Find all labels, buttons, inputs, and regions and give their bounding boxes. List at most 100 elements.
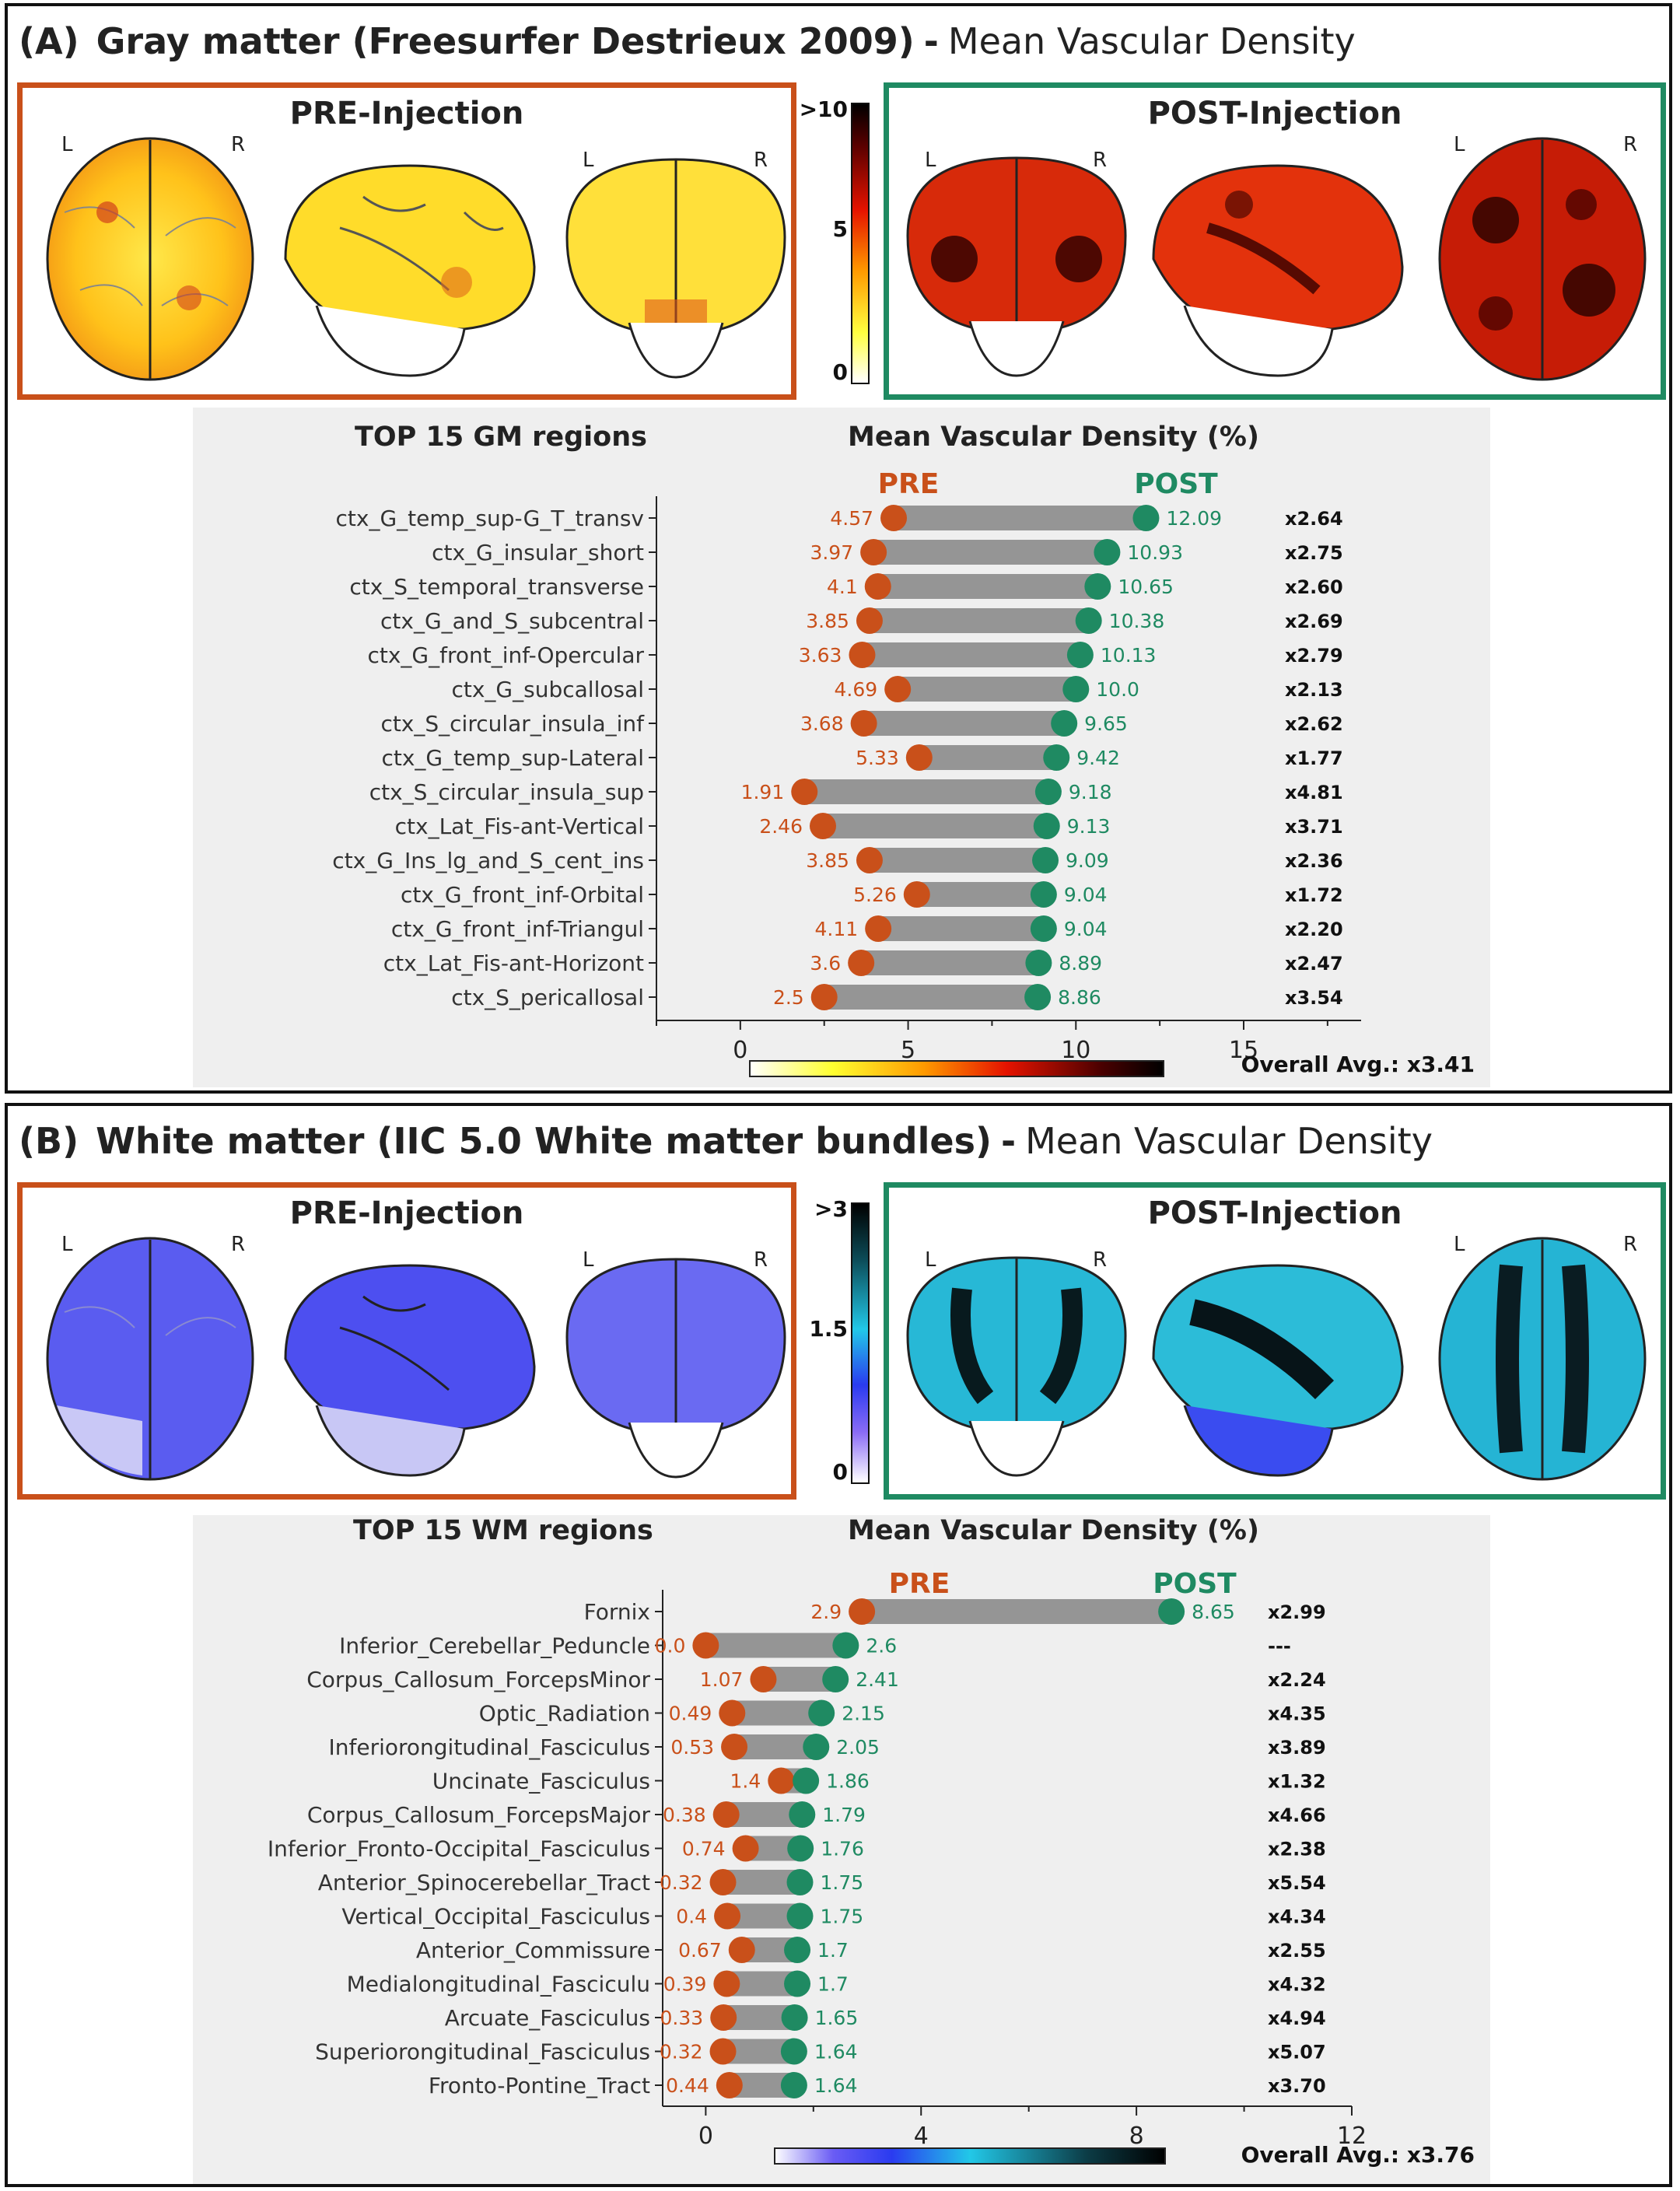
pre-value-label: 0.4 (676, 1906, 707, 1928)
range-bar (705, 1633, 846, 1658)
pre-value-label: 4.57 (830, 507, 873, 530)
pre-dot (719, 1699, 746, 1727)
pre-value-label: 0.74 (682, 1838, 726, 1860)
hemi-left-label: L (61, 133, 73, 156)
panel-title-main: White matter (IIC 5.0 White matter bundl… (96, 1120, 992, 1162)
range-bar (732, 1700, 822, 1726)
pre-value-label: 0.67 (678, 1939, 722, 1962)
post-value-label: 10.38 (1109, 610, 1165, 632)
range-bar (862, 642, 1080, 667)
pre-dot (721, 1734, 748, 1760)
post-value-label: 8.89 (1059, 952, 1102, 975)
pre-injection-label: PRE-Injection (289, 96, 524, 131)
pre-value-label: 0.38 (663, 1804, 706, 1826)
post-dot (1075, 607, 1102, 634)
panel-tag: (A) (19, 20, 79, 62)
post-value-label: 2.05 (836, 1736, 880, 1759)
post-value-label: 1.75 (821, 1871, 864, 1894)
post-value-label: 1.76 (821, 1838, 864, 1860)
pre-value-label: 0.39 (663, 1973, 707, 1996)
pre-dot (716, 2072, 743, 2098)
post-series-label: POST (1134, 468, 1218, 500)
fold-change-label: x2.75 (1285, 542, 1343, 564)
pre-value-label: 0.44 (666, 2074, 709, 2097)
panel-white-matter: (B) White matter (IIC 5.0 White matter bu… (5, 1103, 1672, 2187)
pre-value-label: 4.11 (815, 918, 859, 940)
fold-change-label: x4.32 (1268, 1974, 1326, 1996)
fold-change-label: x2.38 (1268, 1839, 1326, 1860)
x-tick-label: 0 (733, 1037, 747, 1064)
post-value-label: 9.09 (1066, 849, 1109, 872)
brain-coronal-view (906, 156, 1127, 377)
post-value-label: 12.09 (1166, 507, 1222, 530)
post-value-label: 9.42 (1076, 747, 1120, 769)
pre-value-label: 0.32 (660, 2041, 703, 2063)
post-dot (1158, 1598, 1185, 1625)
pre-dot (848, 950, 875, 976)
post-value-label: 2.15 (842, 1703, 885, 1725)
pre-dot (865, 915, 892, 942)
fold-change-label: x5.07 (1268, 2042, 1326, 2063)
post-dot (1066, 642, 1094, 668)
title-dash: - (1000, 1120, 1017, 1162)
x-tick-label: 10 (1061, 1037, 1090, 1064)
range-bar (863, 711, 1065, 736)
region-label: Fornix (584, 1599, 650, 1625)
pre-value-label: 2.9 (810, 1601, 842, 1623)
post-injection-label: POST-Injection (1147, 1195, 1402, 1231)
fold-change-label: x1.32 (1268, 1771, 1326, 1793)
post-value-label: 9.13 (1067, 815, 1111, 838)
brain-axial-view (1438, 137, 1647, 381)
post-value-label: 1.7 (817, 1973, 849, 1996)
fold-change-label: x2.62 (1285, 713, 1343, 735)
pre-value-label: 1.91 (741, 781, 785, 803)
wm-dumbbell-chart: 0 4 8 12 PRE POST Fornix 2.9 8.65 x2.99 Inferior_C… (268, 1568, 1475, 2168)
post-value-label: 9.18 (1069, 781, 1112, 803)
x-tick-label: 4 (914, 2123, 929, 2150)
region-label: ctx_S_circular_insula_sup (369, 779, 644, 805)
fold-change-label: x2.55 (1268, 1940, 1326, 1962)
pre-injection-frame: PRE-Injection L R L R (17, 1182, 796, 1500)
post-value-label: 1.64 (814, 2041, 858, 2063)
post-value-label: 1.65 (815, 2007, 859, 2029)
overall-average: Overall Avg.: x3.76 (1241, 2142, 1475, 2168)
value-colorbar (749, 1060, 1164, 1077)
post-dot (781, 2004, 808, 2031)
pre-value-label: 0.33 (660, 2007, 704, 2029)
x-tick-label: 12 (1337, 2123, 1367, 2150)
post-dot (808, 1699, 835, 1727)
fold-change-label: x2.36 (1285, 850, 1343, 872)
region-label: ctx_G_and_S_subcentral (380, 608, 644, 634)
range-bar (916, 882, 1044, 907)
pre-value-label: 0.49 (669, 1703, 712, 1725)
pre-dot (791, 779, 818, 805)
post-dot (793, 1767, 820, 1794)
panel-gray-matter: (A) Gray matter (Freesurfer Destrieux 200… (5, 3, 1672, 1094)
title-dash: - (923, 20, 939, 62)
range-bar (869, 848, 1046, 873)
pre-value-label: 0.53 (670, 1736, 714, 1759)
hemi-left-label: L (925, 1248, 936, 1272)
regions-header: TOP 15 GM regions (355, 422, 647, 453)
region-label: Uncinate_Fasciculus (432, 1769, 650, 1794)
post-value-label: 2.41 (856, 1668, 899, 1691)
range-bar (898, 677, 1076, 702)
range-bar (878, 916, 1044, 941)
pre-value-label: 3.97 (810, 541, 853, 564)
post-value-label: 10.13 (1101, 644, 1157, 667)
pre-injection-label: PRE-Injection (289, 1195, 524, 1231)
region-label: Inferior_Cerebellar_Peduncle (339, 1633, 650, 1659)
post-dot (1051, 710, 1078, 737)
brain-axial-view (1438, 1237, 1647, 1481)
x-tick-label: 5 (901, 1037, 915, 1064)
x-tick-label: 8 (1129, 2123, 1144, 2150)
pre-dot (903, 881, 930, 908)
chart-area (193, 1515, 1490, 2184)
value-colorbar (774, 2147, 1166, 2165)
region-label: Anterior_Commissure (416, 1937, 650, 1963)
range-bar (862, 1599, 1172, 1624)
region-label: ctx_G_temp_sup-G_T_transv (336, 506, 644, 531)
region-label: Inferiorongitudinal_Fasciculus (328, 1734, 650, 1760)
post-dot (1062, 676, 1090, 702)
fold-change-label: x2.13 (1285, 679, 1343, 701)
